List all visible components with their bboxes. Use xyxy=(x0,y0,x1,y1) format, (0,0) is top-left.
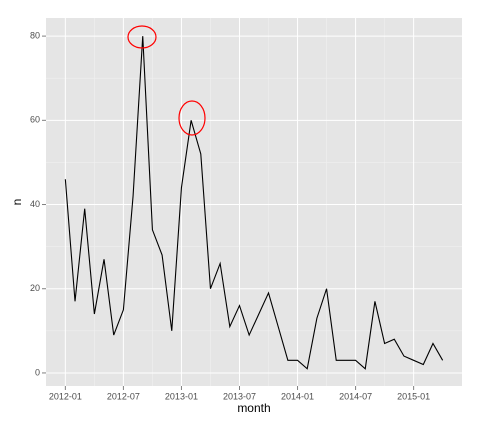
x-tick-label: 2013-07 xyxy=(223,391,256,401)
y-axis-title: n xyxy=(10,199,24,206)
x-tick-label: 2013-01 xyxy=(165,391,198,401)
marks xyxy=(64,36,444,370)
x-tick-label: 2012-07 xyxy=(107,391,140,401)
x-axis-title: month xyxy=(237,401,270,415)
data-line xyxy=(64,36,444,370)
x-tick-label: 2012-01 xyxy=(49,391,82,401)
x-tick-label: 2014-01 xyxy=(281,391,314,401)
grid xyxy=(46,18,462,386)
y-tick-label: 20 xyxy=(30,283,40,293)
y-tick-label: 80 xyxy=(30,30,40,40)
x-tick-label: 2015-01 xyxy=(397,391,430,401)
y-tick-label: 0 xyxy=(35,367,40,377)
x-tick-label: 2014-07 xyxy=(339,391,372,401)
highlight-circle xyxy=(127,25,157,49)
y-tick-label: 40 xyxy=(30,199,40,209)
highlight-circle xyxy=(178,100,206,136)
y-tick-label: 60 xyxy=(30,115,40,125)
